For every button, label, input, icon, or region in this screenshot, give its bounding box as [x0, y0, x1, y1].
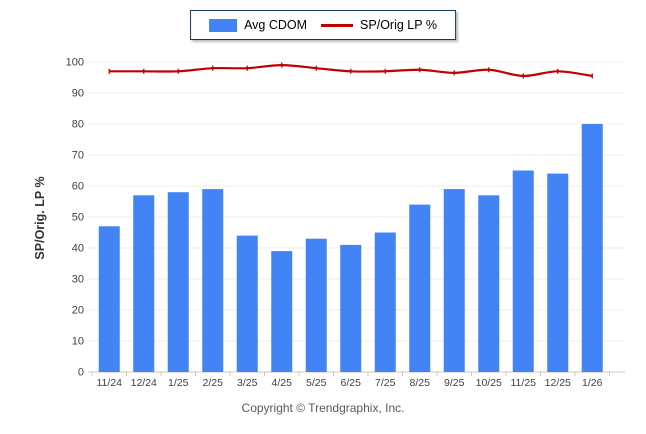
bar	[167, 192, 189, 372]
bar	[547, 173, 569, 372]
bar	[581, 124, 603, 372]
x-tick-label: 12/24	[131, 377, 157, 389]
line-swatch-icon	[321, 23, 354, 27]
legend-label: Avg CDOM	[244, 18, 308, 32]
bar	[236, 235, 258, 372]
x-tick-label: 1/25	[168, 377, 189, 389]
bar	[478, 195, 500, 372]
x-tick-label: 2/25	[203, 377, 224, 389]
combo-chart: 0 10 20 30 40 50 60 70 80 90 100 11/24 12/24 1/25 2/25…	[33, 57, 625, 389]
x-tick-label: 8/25	[410, 377, 431, 389]
bar	[271, 251, 293, 372]
x-tick-label: 3/25	[237, 377, 258, 389]
x-tick-label: 7/25	[375, 377, 396, 389]
x-tick-label: 5/25	[306, 377, 327, 389]
bar	[409, 204, 431, 372]
x-tick-label: 12/25	[545, 377, 571, 389]
copyright-text: Copyright © Trendgraphix, Inc.	[241, 401, 405, 415]
bar	[340, 244, 362, 372]
y-tick-label: 10	[72, 336, 84, 348]
legend-label: SP/Orig LP %	[360, 18, 437, 32]
y-tick-label: 20	[72, 305, 84, 317]
x-tick-label: 11/25	[511, 377, 537, 389]
y-tick-label: 80	[72, 119, 84, 131]
x-tick-label: 4/25	[272, 377, 293, 389]
bar	[305, 238, 327, 372]
y-tick-label: 100	[66, 57, 84, 69]
bar	[443, 189, 465, 372]
y-tick-label: 90	[72, 88, 84, 100]
legend-item-sp-orig-lp: SP/Orig LP %	[321, 18, 437, 32]
bar	[512, 170, 534, 372]
y-tick-label: 60	[72, 181, 84, 193]
y-tick-label: 30	[72, 274, 84, 286]
y-tick-label: 40	[72, 243, 84, 255]
bar	[374, 232, 396, 372]
bar	[133, 195, 155, 372]
y-tick-label: 50	[72, 212, 84, 224]
bar-swatch-icon	[209, 18, 238, 32]
x-tick-label: 1/26	[582, 377, 603, 389]
x-tick-label: 6/25	[341, 377, 362, 389]
x-tick-label: 11/24	[97, 377, 123, 389]
x-tick-label: 10/25	[476, 377, 502, 389]
y-tick-label: 70	[72, 150, 84, 162]
legend-item-avg-cdom: Avg CDOM	[209, 18, 307, 32]
y-axis-title: SP/Orig. LP %	[33, 176, 47, 259]
bar	[202, 189, 224, 372]
bar	[98, 226, 120, 372]
x-tick-label: 9/25	[444, 377, 465, 389]
legend: Avg CDOM SP/Orig LP %	[190, 10, 456, 40]
y-tick-label: 0	[78, 367, 84, 379]
